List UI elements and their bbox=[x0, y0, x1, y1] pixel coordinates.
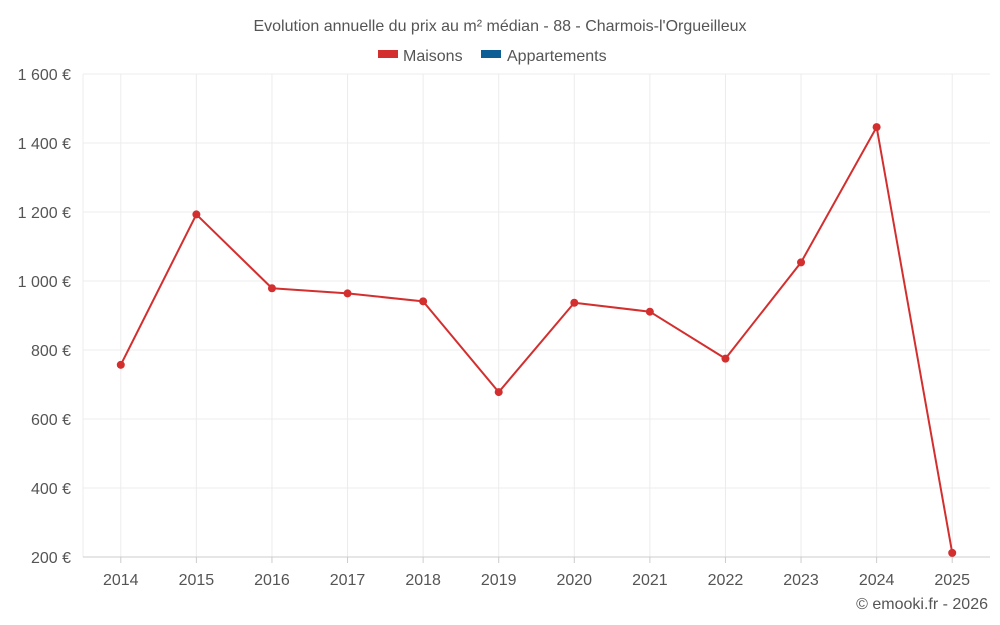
data-point[interactable] bbox=[948, 548, 957, 557]
x-tick-label: 2019 bbox=[481, 572, 517, 589]
data-point[interactable] bbox=[570, 298, 579, 307]
series-line-maisons bbox=[119, 126, 954, 554]
data-point[interactable] bbox=[797, 258, 806, 267]
y-tick-label: 800 € bbox=[31, 343, 71, 360]
data-point[interactable] bbox=[343, 289, 352, 298]
data-point[interactable] bbox=[494, 388, 503, 397]
y-tick-label: 1 600 € bbox=[18, 67, 71, 84]
data-point[interactable] bbox=[872, 123, 881, 132]
x-tick-label: 2018 bbox=[405, 572, 441, 589]
x-tick-label: 2021 bbox=[632, 572, 668, 589]
data-point[interactable] bbox=[267, 284, 276, 293]
x-tick-label: 2016 bbox=[254, 572, 290, 589]
legend-label-appartements[interactable]: Appartements bbox=[507, 48, 607, 65]
x-tick-label: 2024 bbox=[859, 572, 895, 589]
y-tick-label: 400 € bbox=[31, 481, 71, 498]
y-tick-label: 1 000 € bbox=[18, 274, 71, 291]
credit-text: © emooki.fr - 2026 bbox=[856, 596, 988, 613]
data-point[interactable] bbox=[192, 210, 201, 219]
x-tick-label: 2023 bbox=[783, 572, 819, 589]
y-tick-label: 1 400 € bbox=[18, 136, 71, 153]
x-tick-label: 2025 bbox=[934, 572, 970, 589]
legend-swatch-appartements[interactable] bbox=[481, 50, 501, 58]
legend-label-maisons[interactable]: Maisons bbox=[403, 48, 463, 65]
x-tick-label: 2017 bbox=[330, 572, 366, 589]
axis-layer: 200 € 400 € 600 € 800 € 1 000 € 1 200 € 1 400 … bbox=[18, 67, 990, 589]
data-point[interactable] bbox=[419, 297, 428, 306]
y-tick-label: 1 200 € bbox=[18, 205, 71, 222]
x-tick-label: 2020 bbox=[556, 572, 592, 589]
data-point[interactable] bbox=[721, 354, 730, 363]
chart-title: Evolution annuelle du prix au m² médian … bbox=[253, 18, 746, 35]
x-tick-label: 2015 bbox=[179, 572, 215, 589]
y-tick-label: 200 € bbox=[31, 550, 71, 567]
y-tick-label: 600 € bbox=[31, 412, 71, 429]
x-tick-label: 2022 bbox=[708, 572, 744, 589]
series-layer bbox=[116, 123, 957, 557]
x-tick-label: 2014 bbox=[103, 572, 139, 589]
data-point[interactable] bbox=[645, 307, 654, 316]
data-point[interactable] bbox=[116, 360, 125, 369]
legend-swatch-maisons[interactable] bbox=[378, 50, 398, 58]
grid-layer bbox=[82, 73, 990, 557]
legend: Maisons Appartements bbox=[378, 48, 607, 65]
